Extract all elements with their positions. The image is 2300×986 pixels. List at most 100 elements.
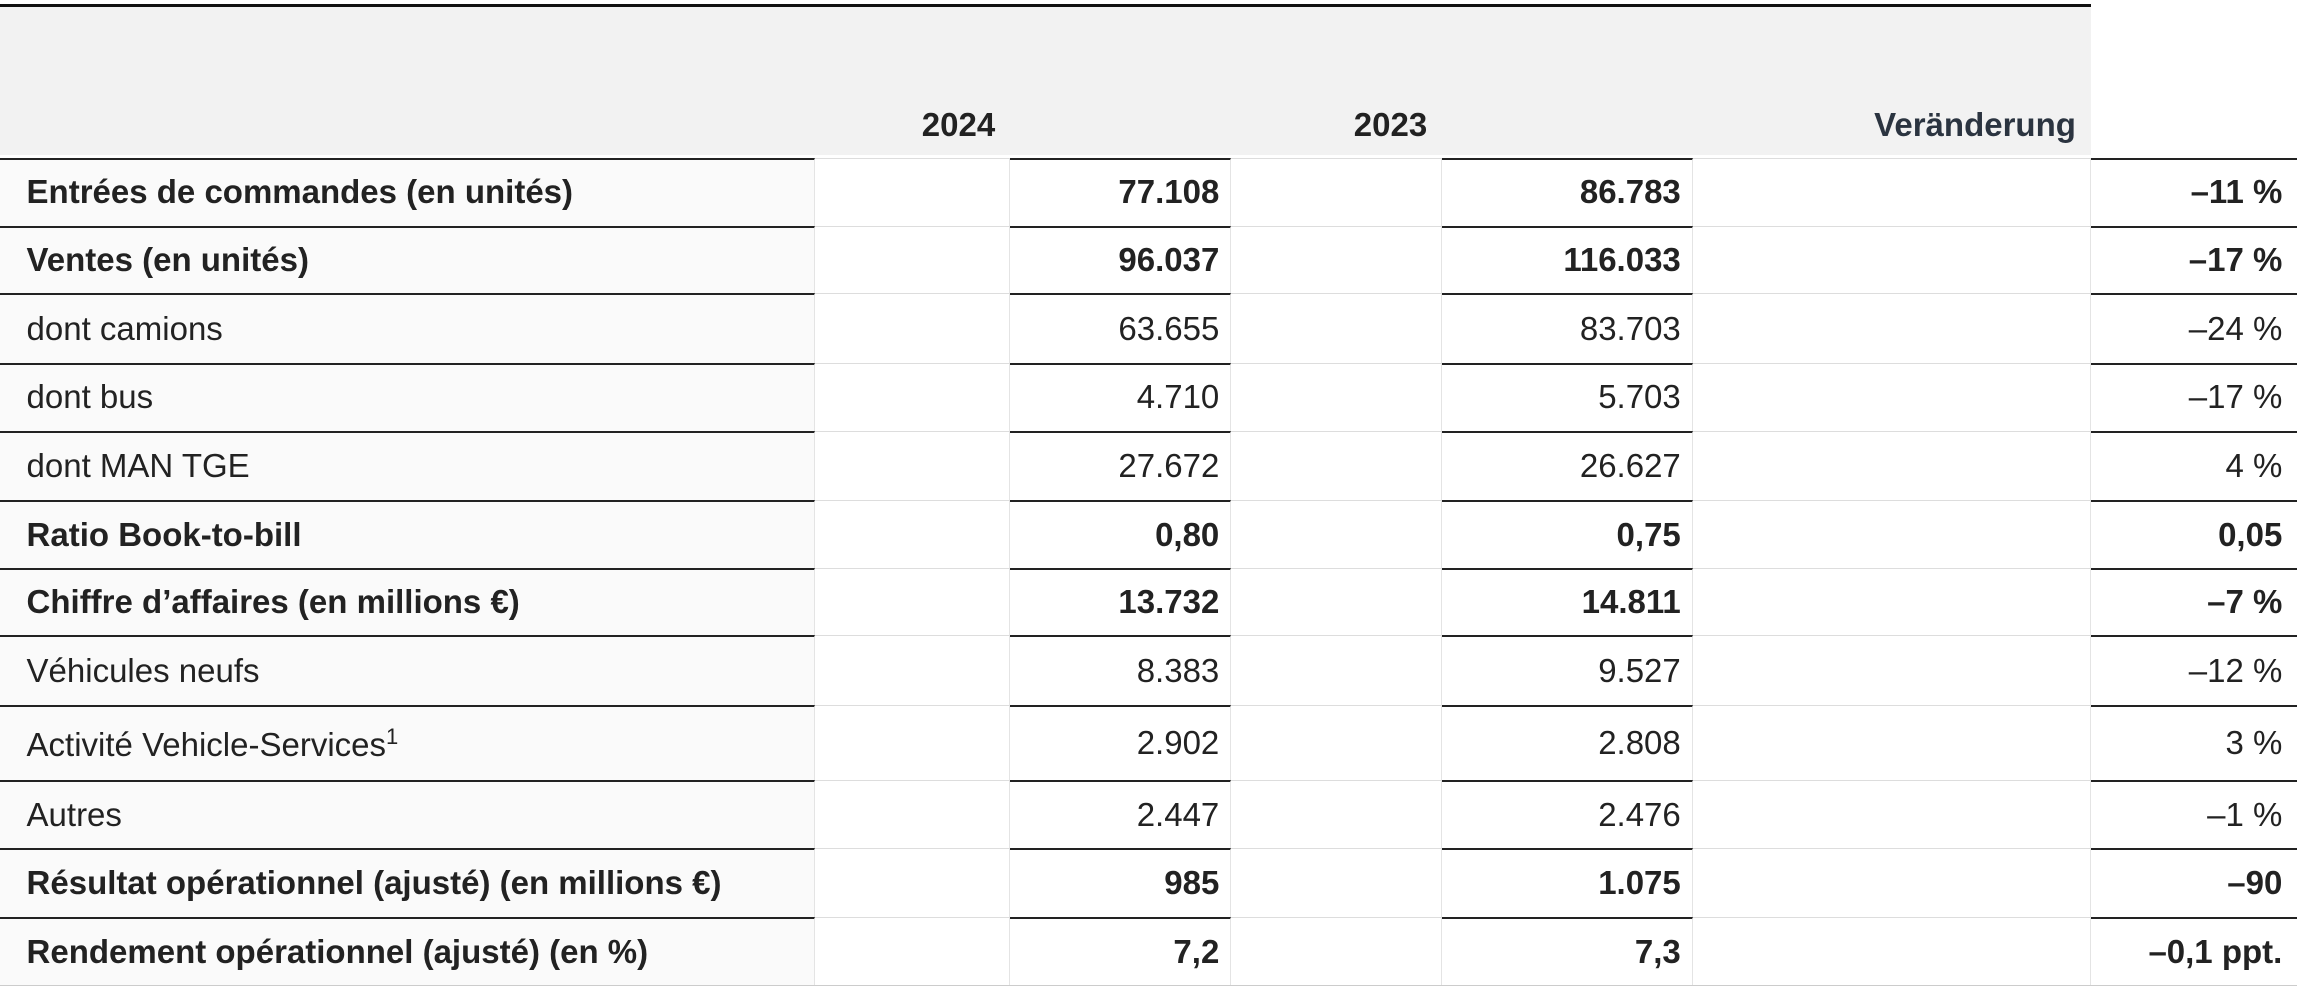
cell bbox=[815, 847, 1010, 918]
cell bbox=[1009, 567, 1232, 636]
cell bbox=[1009, 499, 1232, 568]
cell bbox=[1692, 362, 2091, 431]
year-value: 77.108 bbox=[1118, 173, 1220, 211]
column-header: 2023 bbox=[1353, 105, 1428, 143]
cell bbox=[1009, 704, 1232, 780]
cell bbox=[1009, 225, 1232, 294]
cell bbox=[2090, 847, 2298, 918]
cell bbox=[1231, 157, 1442, 226]
cell bbox=[1231, 704, 1442, 780]
cell bbox=[2090, 917, 2298, 985]
cell bbox=[1692, 293, 2091, 363]
change-value: 3 % bbox=[2225, 724, 2283, 762]
footnote-marker: 1 bbox=[386, 724, 399, 750]
cell bbox=[0, 917, 816, 985]
change-value: –7 % bbox=[2207, 583, 2283, 621]
column-header: 2024 bbox=[921, 105, 996, 143]
cell bbox=[1231, 779, 1442, 848]
row-label: Véhicules neufs bbox=[26, 651, 260, 689]
cell bbox=[0, 499, 816, 568]
row-label: dont MAN TGE bbox=[26, 446, 250, 484]
year-value: 8.383 bbox=[1136, 651, 1220, 689]
year-value: 2.902 bbox=[1136, 724, 1220, 762]
change-value: 4 % bbox=[2225, 446, 2283, 484]
cell bbox=[2090, 779, 2298, 848]
cell bbox=[1441, 157, 1693, 226]
change-value: –11 % bbox=[2190, 173, 2283, 211]
cell bbox=[1692, 779, 2091, 848]
cell bbox=[1692, 225, 2091, 294]
row-label: Résultat opérationnel (ajusté) (en milli… bbox=[26, 864, 722, 902]
change-value: –12 % bbox=[2188, 651, 2283, 689]
cell bbox=[0, 779, 816, 848]
year-value: 0,80 bbox=[1155, 515, 1220, 553]
row-label: Activité Vehicle-Services1 bbox=[26, 724, 399, 764]
cell bbox=[1441, 847, 1693, 918]
year-value: 985 bbox=[1164, 864, 1220, 902]
year-value: 63.655 bbox=[1118, 309, 1220, 347]
cell bbox=[1009, 779, 1232, 848]
cell bbox=[1009, 430, 1232, 500]
cell bbox=[815, 362, 1010, 431]
change-value: –0,1 ppt. bbox=[2148, 932, 2283, 970]
cell bbox=[815, 779, 1010, 848]
row-label: Autres bbox=[26, 795, 122, 833]
cell bbox=[815, 499, 1010, 568]
year-value: 0,75 bbox=[1616, 515, 1681, 553]
cell bbox=[1692, 847, 2091, 918]
cell bbox=[815, 157, 1010, 226]
cell bbox=[815, 917, 1010, 985]
year-value: 83.703 bbox=[1579, 309, 1681, 347]
cell bbox=[2090, 430, 2298, 500]
cell bbox=[1441, 567, 1693, 636]
row-label: Chiffre d’affaires (en millions €) bbox=[26, 583, 520, 621]
row-label: dont bus bbox=[26, 378, 154, 416]
cell bbox=[1231, 499, 1442, 568]
cell bbox=[815, 567, 1010, 636]
cell bbox=[1441, 917, 1693, 985]
header-background bbox=[0, 4, 2091, 155]
cell bbox=[2090, 362, 2298, 431]
cell bbox=[2090, 567, 2298, 636]
cell bbox=[1692, 635, 2091, 705]
cell bbox=[0, 157, 816, 226]
year-value: 2.476 bbox=[1598, 795, 1681, 833]
cell bbox=[1009, 293, 1232, 363]
cell bbox=[1441, 635, 1693, 705]
cell bbox=[1692, 917, 2091, 985]
column-header: Veränderung bbox=[1874, 105, 2076, 143]
row-label: Ratio Book-to-bill bbox=[26, 515, 302, 553]
cell bbox=[815, 430, 1010, 500]
table-bottom-border bbox=[0, 984, 2298, 986]
cell bbox=[0, 567, 816, 636]
row-label: Entrées de commandes (en unités) bbox=[26, 173, 574, 211]
cell bbox=[1692, 430, 2091, 500]
cell bbox=[1441, 779, 1693, 848]
cell bbox=[2090, 704, 2298, 780]
cell bbox=[0, 847, 816, 918]
year-value: 4.710 bbox=[1136, 378, 1220, 416]
cell bbox=[2090, 225, 2298, 294]
year-value: 13.732 bbox=[1118, 583, 1220, 621]
year-value: 26.627 bbox=[1579, 446, 1681, 484]
cell bbox=[0, 362, 816, 431]
cell bbox=[0, 635, 816, 705]
change-value: –17 % bbox=[2188, 378, 2283, 416]
cell bbox=[1231, 567, 1442, 636]
cell bbox=[1692, 704, 2091, 780]
cell bbox=[1009, 635, 1232, 705]
row-label: Ventes (en unités) bbox=[26, 241, 309, 279]
cell bbox=[2090, 293, 2298, 363]
change-value: –1 % bbox=[2207, 795, 2283, 833]
cell bbox=[1231, 293, 1442, 363]
cell bbox=[2090, 157, 2298, 226]
cell bbox=[1441, 293, 1693, 363]
cell bbox=[1009, 847, 1232, 918]
year-value: 2.447 bbox=[1136, 795, 1220, 833]
year-value: 116.033 bbox=[1563, 241, 1681, 279]
year-value: 86.783 bbox=[1579, 173, 1681, 211]
cell bbox=[0, 430, 816, 500]
cell bbox=[1231, 917, 1442, 985]
cell bbox=[1692, 567, 2091, 636]
